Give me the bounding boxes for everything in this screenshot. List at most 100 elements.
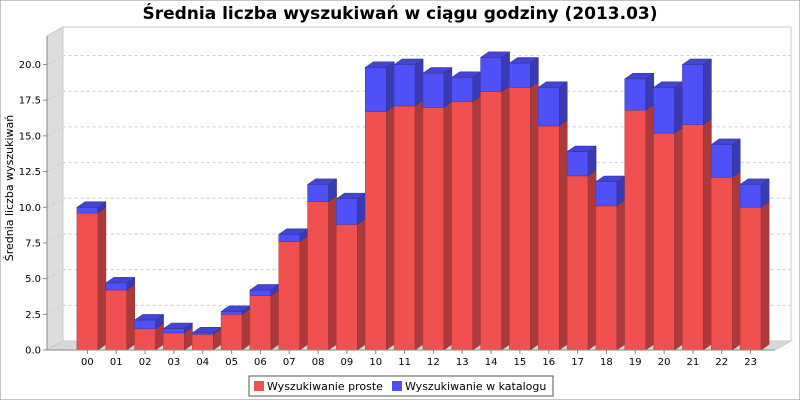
bar-side — [443, 67, 453, 108]
bar-side — [443, 101, 453, 351]
bar-proste-00 — [76, 206, 107, 351]
x-tick-label-14: 14 — [485, 357, 498, 368]
y-tick-label: 15.0 — [19, 131, 41, 142]
bar-side — [703, 118, 712, 351]
bar-proste-23 — [739, 201, 770, 351]
bar-katalog-10 — [364, 61, 396, 113]
bar-katalog-01 — [104, 276, 136, 291]
bar-front — [480, 91, 502, 351]
bar-katalog-09 — [335, 192, 367, 225]
x-tick-label-10: 10 — [369, 357, 382, 368]
bar-proste-11 — [393, 99, 424, 351]
bar-proste-10 — [364, 105, 396, 351]
bar-katalog-21 — [681, 58, 713, 125]
gridline — [46, 55, 791, 65]
x-tick-label-03: 03 — [168, 357, 181, 368]
bar-proste-15 — [508, 81, 540, 351]
x-tick-label-09: 09 — [341, 357, 354, 368]
bar-proste-20 — [652, 126, 684, 351]
bar-front — [509, 87, 531, 351]
legend-swatch-1 — [392, 381, 402, 391]
bar-front — [451, 101, 473, 351]
x-tick-label-01: 01 — [110, 357, 123, 368]
bar-side — [357, 218, 366, 351]
bar-katalog-11 — [393, 58, 424, 107]
y-axis-label: Średnia liczba wyszukiwań — [3, 115, 16, 262]
bar-front — [365, 67, 387, 112]
bar-katalog-08 — [306, 178, 338, 203]
x-tick-label-23: 23 — [744, 357, 757, 368]
bar-katalog-22 — [710, 138, 742, 178]
bar-proste-01 — [104, 283, 136, 351]
bar-proste-17 — [566, 169, 597, 351]
bar-proste-22 — [710, 171, 742, 351]
bar-side — [501, 85, 510, 351]
bar-front — [163, 328, 185, 334]
bar-top — [681, 58, 713, 65]
bar-side — [328, 195, 337, 351]
bar-side — [732, 138, 741, 178]
bar-front — [249, 289, 272, 297]
bar-front — [451, 77, 473, 102]
bar-front — [249, 295, 272, 351]
bar-top — [623, 72, 655, 80]
bar-katalog-00 — [76, 201, 107, 214]
x-tick-label-13: 13 — [456, 357, 469, 368]
x-tick-label-02: 02 — [139, 357, 152, 368]
bar-front — [509, 62, 531, 88]
x-tick-label-05: 05 — [225, 357, 238, 368]
bar-katalog-23 — [739, 178, 770, 208]
bar-side — [674, 81, 683, 134]
bar-side — [414, 58, 424, 107]
bar-katalog-18 — [595, 175, 626, 207]
legend-label-0: Wyszukiwanie proste — [267, 380, 383, 393]
bar-top — [537, 81, 569, 88]
bar-proste-09 — [335, 218, 367, 351]
bar-side — [386, 105, 395, 351]
bar-katalog-14 — [479, 51, 511, 93]
x-tick-label-08: 08 — [312, 357, 325, 368]
bar-front — [739, 184, 762, 208]
bar-side — [760, 201, 770, 351]
bar-proste-07 — [277, 235, 309, 351]
y-tick-label: 5.0 — [25, 274, 41, 285]
bar-proste-18 — [595, 199, 626, 351]
bar-front — [595, 181, 618, 207]
x-tick-label-19: 19 — [629, 357, 642, 368]
bar-side — [501, 51, 510, 93]
gridline — [46, 340, 791, 351]
legend: Wyszukiwanie proste Wyszukiwanie w katalo… — [248, 375, 554, 397]
gridline — [46, 126, 791, 137]
x-tick-label-04: 04 — [196, 357, 209, 368]
bar-front — [105, 282, 127, 291]
bar-side — [472, 95, 481, 351]
bar-front — [393, 105, 416, 351]
x-tick-label-11: 11 — [398, 357, 411, 368]
x-tick-label-21: 21 — [687, 357, 700, 368]
bar-katalog-19 — [623, 72, 655, 111]
x-tick-label-12: 12 — [427, 357, 440, 368]
gridline — [46, 233, 791, 244]
x-axis: 00 01 02 03 04 05 06 07 08 09 10 11 12 13 14 15 16 17 18 19… — [47, 349, 775, 368]
bar-katalog-05 — [220, 305, 251, 315]
bar-front — [653, 87, 675, 134]
y-tick-label: 10.0 — [19, 203, 41, 214]
bar-top — [133, 314, 165, 321]
bar-top — [76, 201, 107, 208]
bar-proste-05 — [220, 308, 251, 351]
bar-front — [220, 311, 243, 315]
bar-side — [559, 81, 568, 127]
bar-front — [682, 124, 704, 351]
bar-katalog-17 — [566, 145, 597, 177]
bar-front — [422, 72, 445, 108]
bar-front — [192, 334, 214, 351]
bar-front — [307, 184, 329, 202]
bar-front — [711, 144, 733, 178]
bar-side — [126, 283, 135, 351]
bar-side — [414, 99, 424, 351]
bar-front — [365, 111, 387, 351]
x-tick-label-22: 22 — [715, 357, 728, 368]
bar-front — [624, 109, 646, 351]
bar-top — [162, 322, 194, 329]
